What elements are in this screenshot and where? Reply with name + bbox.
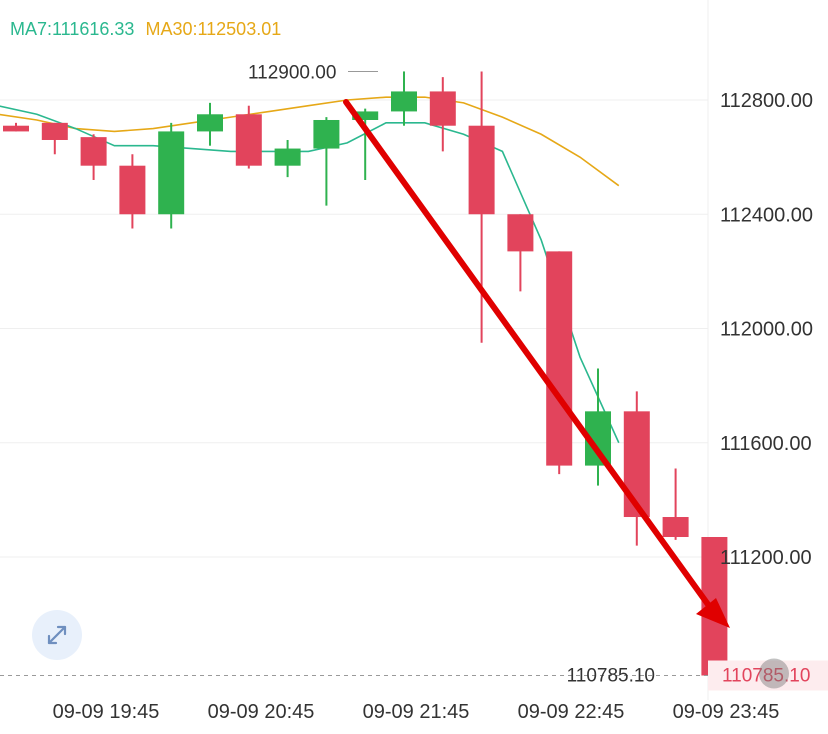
candle-body bbox=[429, 91, 456, 126]
candle-body bbox=[507, 214, 534, 252]
trend-arrow-line bbox=[343, 99, 715, 613]
candle-body bbox=[391, 91, 417, 112]
x-tick-label: 09-09 19:45 bbox=[53, 701, 160, 723]
candle-body bbox=[352, 111, 379, 120]
ma7-legend: MA7:111616.33 bbox=[10, 19, 135, 39]
price-tag-circle bbox=[759, 658, 789, 689]
x-tick-label: 09-09 21:45 bbox=[363, 701, 470, 723]
y-tick-label: 111200.00 bbox=[720, 547, 812, 569]
candle-body bbox=[313, 119, 340, 149]
candle-body bbox=[80, 137, 107, 166]
trend-arrow-head bbox=[696, 598, 730, 628]
price-tag-bg bbox=[708, 660, 828, 691]
expand-arrows-icon bbox=[47, 625, 67, 645]
annotations: 112900.00 110785.10 110785.10 bbox=[0, 62, 828, 691]
candle-body bbox=[235, 114, 262, 166]
grid-lines bbox=[0, 0, 709, 700]
y-tick-label: 112000.00 bbox=[720, 319, 813, 341]
candle-body bbox=[119, 165, 146, 215]
ma30-legend: MA30:112503.01 bbox=[145, 19, 282, 39]
candle-body bbox=[623, 411, 650, 518]
ma-legend: MA7:111616.33 MA30:112503.01 bbox=[10, 19, 287, 40]
x-tick-label: 09-09 20:45 bbox=[208, 701, 315, 723]
y-axis: 112800.00 112400.00 112000.00 111600.00 1112… bbox=[720, 90, 813, 569]
candle-body bbox=[662, 517, 689, 538]
ma30-line bbox=[0, 96, 620, 187]
last-price-label: 110785.10 bbox=[567, 666, 655, 687]
candle-body bbox=[274, 148, 301, 166]
price-tag-label: 110785.10 bbox=[722, 666, 810, 687]
x-tick-label: 09-09 22:45 bbox=[518, 701, 625, 723]
x-tick-label: 09-09 23:45 bbox=[673, 701, 780, 723]
candle-body bbox=[468, 125, 495, 215]
x-axis: 09-09 19:45 09-09 20:45 09-09 21:45 09-09 2… bbox=[53, 701, 780, 723]
candle-body bbox=[3, 125, 29, 132]
y-tick-label: 111600.00 bbox=[720, 433, 812, 455]
candle-body bbox=[158, 131, 185, 215]
y-tick-label: 112800.00 bbox=[720, 90, 813, 112]
expand-button[interactable] bbox=[32, 610, 82, 660]
candles bbox=[3, 71, 728, 676]
candle-body bbox=[546, 251, 573, 466]
high-price-label: 112900.00 bbox=[248, 62, 336, 83]
candle-body bbox=[41, 122, 68, 140]
candle-body bbox=[197, 114, 223, 132]
y-tick-label: 112400.00 bbox=[720, 204, 813, 226]
